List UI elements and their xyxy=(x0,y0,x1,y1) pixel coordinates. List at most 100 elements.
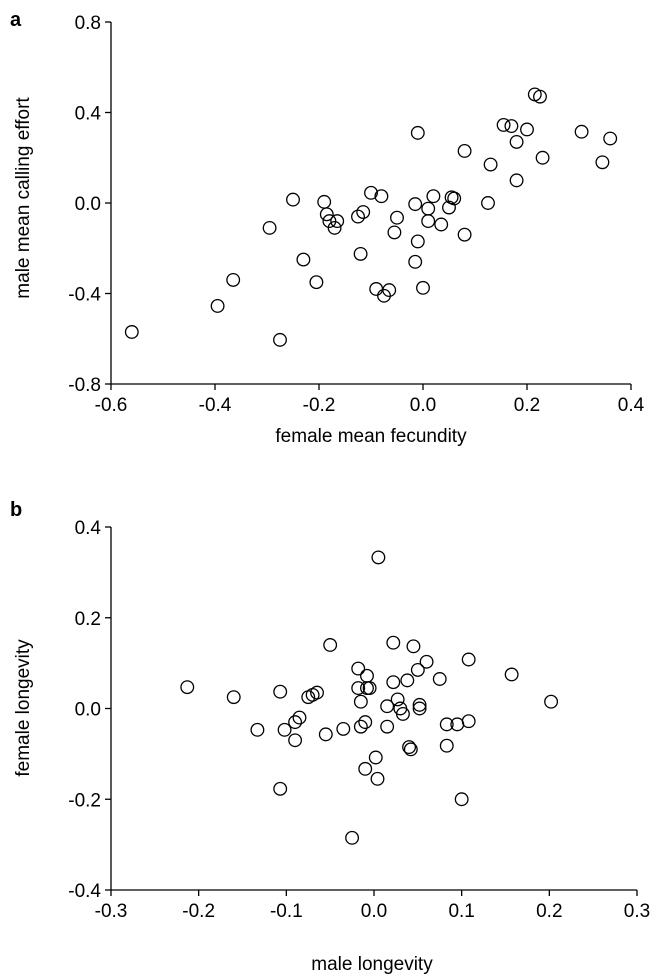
panel-a-x-axis-label: female mean fecundity xyxy=(275,426,467,447)
data-point xyxy=(353,719,368,734)
data-point xyxy=(421,201,436,216)
x-tick-label: -0.6 xyxy=(95,395,128,416)
data-point xyxy=(408,254,423,269)
data-point xyxy=(273,684,288,699)
data-point xyxy=(309,275,324,290)
data-point xyxy=(416,280,430,295)
x-tick-label: -0.2 xyxy=(303,395,336,416)
data-point xyxy=(362,681,377,696)
data-point xyxy=(351,209,365,224)
data-point xyxy=(535,150,550,165)
x-tick-label: -0.2 xyxy=(182,901,215,922)
panel-b-y-axis-label: female longevity xyxy=(13,639,34,777)
data-point xyxy=(124,325,139,339)
y-tick-label: 0.0 xyxy=(75,700,101,721)
x-tick-label: 0.3 xyxy=(624,901,650,922)
data-point xyxy=(369,282,384,296)
data-point xyxy=(358,761,373,776)
data-point xyxy=(353,694,368,709)
x-tick-label: 0.0 xyxy=(361,901,387,922)
panel-b-ticks: -0.3 -0.2 -0.1 0.0 0.1 0.2 0.3 -0.4 -0.2 0.0 0.2 0.… xyxy=(68,518,650,922)
data-point xyxy=(400,673,415,688)
data-point xyxy=(434,217,449,232)
data-point xyxy=(353,246,368,261)
x-tick-label: 0.0 xyxy=(410,395,436,416)
data-point xyxy=(288,733,303,748)
data-point xyxy=(395,706,410,721)
data-point xyxy=(421,214,436,229)
data-point xyxy=(226,690,241,705)
data-point xyxy=(461,652,476,667)
x-tick-label: 0.2 xyxy=(514,395,540,416)
data-point xyxy=(520,122,534,137)
data-point xyxy=(387,225,402,240)
panel-b-points xyxy=(180,550,559,845)
panel-b: b -0.3 -0.2 -0.1 0.0 0.1 0.2 0.3 -0.4 -0.2 0.0 0.2… xyxy=(10,499,650,975)
data-point xyxy=(351,661,366,676)
data-point xyxy=(457,227,472,242)
data-point xyxy=(410,662,425,677)
data-point xyxy=(509,134,524,149)
y-tick-label: 0.4 xyxy=(75,518,102,539)
data-point xyxy=(403,742,418,757)
x-tick-label: 0.1 xyxy=(448,901,474,922)
data-point xyxy=(386,675,401,690)
data-point xyxy=(496,117,511,132)
x-tick-label: -0.4 xyxy=(199,395,232,416)
data-point xyxy=(426,189,441,204)
x-tick-label: 0.4 xyxy=(618,395,645,416)
data-point xyxy=(410,125,425,140)
data-point xyxy=(544,694,559,709)
data-point xyxy=(457,144,472,158)
y-tick-label: -0.8 xyxy=(68,375,101,396)
data-point xyxy=(461,714,476,729)
data-point xyxy=(370,771,385,786)
panel-a: a -0.6 -0.4 -0.2 0.0 0.2 0.4 -0.8 -0.4 0.0 0.4 0.8… xyxy=(10,9,645,447)
data-point xyxy=(412,697,427,712)
data-point xyxy=(310,685,324,700)
data-point xyxy=(374,189,389,204)
panel-a-letter: a xyxy=(10,9,22,31)
data-point xyxy=(345,830,360,845)
data-point xyxy=(180,680,195,695)
data-point xyxy=(408,197,423,212)
y-tick-label: 0.8 xyxy=(75,13,101,34)
data-point xyxy=(273,332,287,347)
data-point xyxy=(390,692,405,707)
data-point xyxy=(481,196,495,210)
data-point xyxy=(432,672,447,686)
data-point xyxy=(509,173,524,188)
data-point xyxy=(277,722,292,737)
data-point xyxy=(447,191,462,206)
data-point xyxy=(351,681,366,696)
data-point xyxy=(336,721,351,736)
x-tick-label: -0.1 xyxy=(270,901,303,922)
data-point xyxy=(380,719,395,734)
data-point xyxy=(483,157,498,172)
data-point xyxy=(318,727,333,742)
data-point xyxy=(319,207,334,222)
data-point xyxy=(364,185,378,200)
data-point xyxy=(358,715,373,730)
data-point xyxy=(412,701,427,716)
data-point xyxy=(380,699,395,714)
data-point xyxy=(504,119,519,134)
data-point xyxy=(226,272,241,287)
panel-a-ticks: -0.6 -0.4 -0.2 0.0 0.2 0.4 -0.8 -0.4 0.0 0.4 0.8 xyxy=(68,13,644,416)
panel-a-points xyxy=(124,87,618,347)
data-point xyxy=(454,792,469,807)
data-point xyxy=(360,668,374,683)
x-tick-label: -0.3 xyxy=(95,901,128,922)
y-tick-label: 0.2 xyxy=(75,609,101,630)
data-point xyxy=(410,234,425,249)
data-point xyxy=(603,131,618,146)
data-point xyxy=(382,283,397,298)
data-point xyxy=(439,738,454,753)
y-tick-label: -0.4 xyxy=(68,881,101,902)
data-point xyxy=(504,667,519,682)
data-point xyxy=(250,722,265,737)
data-point xyxy=(533,89,547,104)
data-point xyxy=(317,194,332,209)
data-point xyxy=(262,220,277,235)
